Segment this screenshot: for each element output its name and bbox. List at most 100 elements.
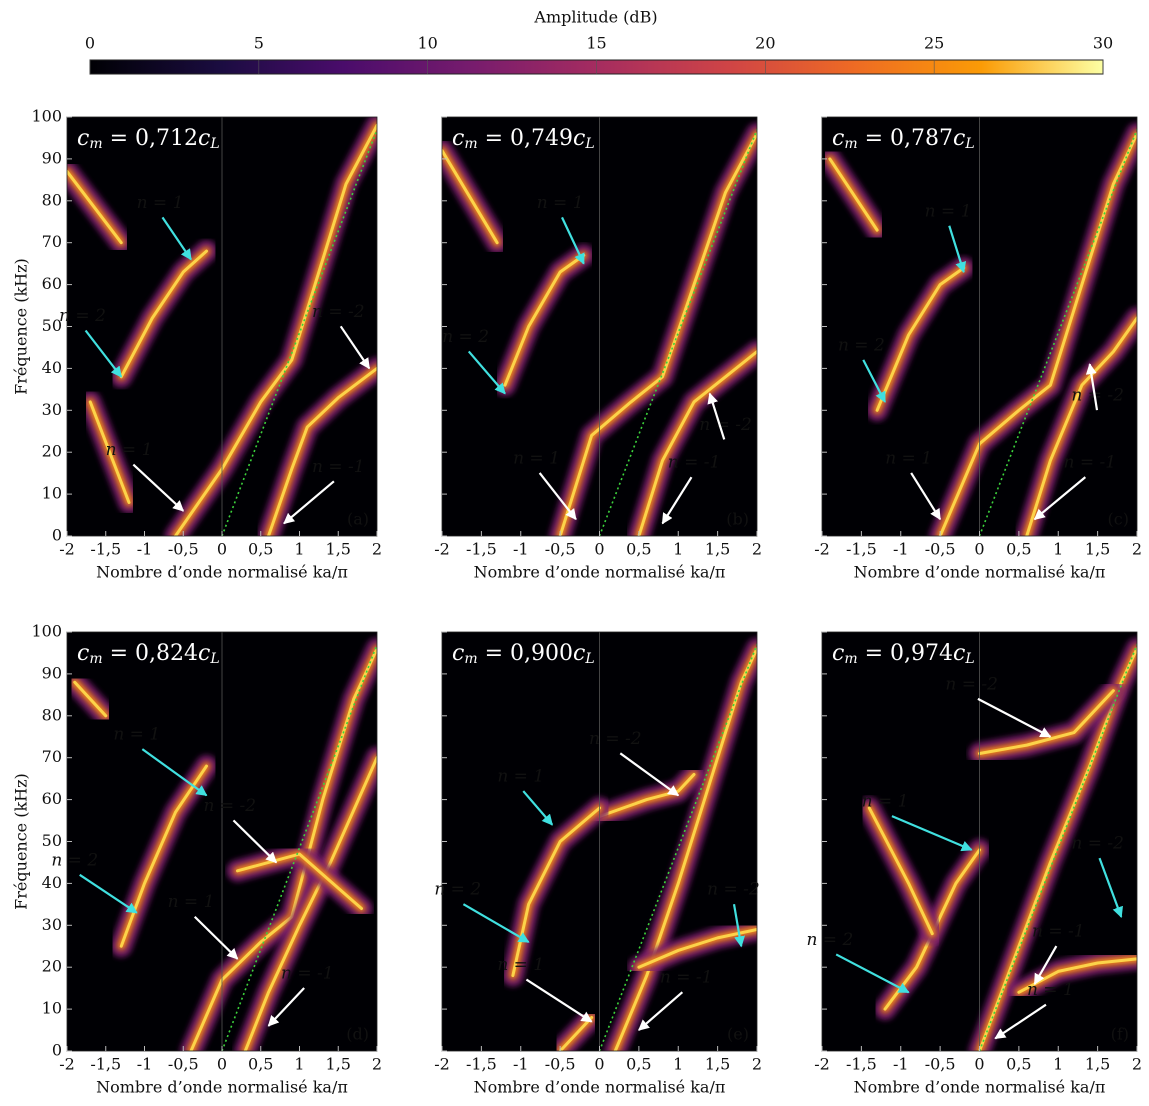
x-tick-label: -2	[434, 540, 450, 559]
x-tick-label: 0	[974, 540, 984, 559]
title-part: c	[198, 126, 210, 151]
annotation-text: n = 1	[137, 193, 184, 213]
annotation-text: n = -1	[1063, 453, 1116, 473]
title-part: c	[573, 126, 585, 151]
y-tick-label: 40	[42, 873, 62, 892]
panel: cm = 0,824cL(d)n = 1n = 2n = -2n = 1n = …	[12, 622, 383, 1097]
x-tick-label: 1,5	[705, 1055, 730, 1074]
title-part: m	[89, 651, 102, 667]
x-tick-label: -1,5	[466, 1055, 497, 1074]
ridge-core	[267, 366, 377, 536]
annotation-arrow	[525, 978, 593, 1023]
annotation-arrow	[193, 915, 239, 960]
annotation-text: n = 1	[862, 792, 909, 812]
ridge-core	[503, 253, 586, 387]
annotation-arrow	[977, 697, 1052, 738]
x-tick-label: 0	[217, 1055, 227, 1074]
x-tick-label: -1	[893, 540, 909, 559]
panel-title: cm = 0,712cL	[77, 126, 220, 152]
x-tick-label: 0,5	[626, 540, 651, 559]
title-part: = 0,787	[858, 126, 953, 151]
annotation-arrow	[1033, 945, 1058, 985]
x-tick-label: 2	[372, 1055, 382, 1074]
x-tick-label: -1	[513, 1055, 529, 1074]
annotation-text: n = 2	[434, 880, 481, 900]
title-part: L	[584, 651, 594, 667]
x-tick-label: -2	[59, 1055, 75, 1074]
annotation-text: n = -1	[660, 968, 713, 988]
annotation-arrow	[232, 819, 278, 864]
x-tick-label: 0,5	[248, 540, 273, 559]
y-tick-label: 60	[42, 789, 62, 808]
annotation-text: n = -1	[1032, 922, 1085, 942]
annotation-text: n = 1	[1027, 980, 1074, 1000]
ridge-core	[598, 772, 696, 818]
x-tick-label: 1	[294, 540, 304, 559]
title-part: = 0,974	[858, 641, 953, 666]
ridge-core	[637, 350, 757, 536]
annotation-arrow	[84, 329, 123, 378]
x-tick-label: -0,5	[925, 1055, 956, 1074]
panel-title: cm = 0,974cL	[832, 641, 975, 667]
colorbar-tick-label: 30	[1093, 34, 1113, 53]
annotation-text: n = 1	[537, 193, 584, 213]
colorbar-tick-label: 20	[755, 34, 775, 53]
title-part: m	[844, 136, 857, 152]
y-tick-label: 40	[42, 358, 62, 377]
plot-content	[67, 632, 377, 1051]
x-axis-label: Nombre d’onde normalisé ka/π	[96, 1078, 348, 1097]
title-part: c	[77, 126, 89, 151]
annotation-arrow	[522, 790, 554, 826]
annotation-arrow	[467, 350, 506, 395]
x-tick-label: 2	[372, 540, 382, 559]
y-tick-label: 10	[42, 999, 62, 1018]
annotation-text: n = 2	[838, 335, 885, 355]
title-part: L	[964, 136, 974, 152]
annotation-arrow	[619, 752, 680, 797]
x-tick-label: -0,5	[545, 1055, 576, 1074]
title-part: = 0,824	[103, 641, 198, 666]
annotation-arrow	[835, 953, 910, 994]
ridge-core	[637, 927, 757, 969]
y-tick-label: 80	[42, 190, 62, 209]
annotation-text: n = -2	[1071, 386, 1124, 406]
annotation-text: n = -2	[699, 415, 752, 435]
annotation-text: n = 1	[885, 448, 932, 468]
title-part: = 0,749	[478, 126, 573, 151]
title-part: m	[844, 651, 857, 667]
title-part: c	[573, 641, 585, 666]
x-tick-label: -1,5	[90, 540, 121, 559]
plot-content	[822, 117, 1137, 536]
annotation-arrow	[561, 216, 585, 265]
title-part: L	[209, 136, 219, 152]
x-tick-label: 1	[1053, 1055, 1063, 1074]
annotation-text: n = 1	[497, 767, 544, 787]
annotation-text: n = -2	[589, 729, 642, 749]
annotation-arrow	[339, 325, 371, 370]
plot-content	[858, 632, 1137, 1051]
x-tick-label: -0,5	[168, 1055, 199, 1074]
panel-label: (a)	[347, 510, 369, 529]
x-tick-label: -1	[893, 1055, 909, 1074]
y-tick-label: 100	[31, 107, 62, 126]
plot-content	[442, 117, 757, 536]
x-tick-label: -1,5	[846, 540, 877, 559]
ridge-core	[875, 266, 966, 412]
ridge-core	[558, 1015, 594, 1051]
y-axis-label: Fréquence (kHz)	[12, 258, 31, 395]
annotation-arrow	[79, 873, 138, 914]
annotation-text: n = 1	[168, 892, 215, 912]
title-part: c	[452, 126, 464, 151]
x-tick-label: 0	[217, 540, 227, 559]
x-tick-label: 1,5	[326, 1055, 351, 1074]
plot-content	[67, 117, 377, 536]
title-part: m	[89, 136, 102, 152]
annotation-text: n = -2	[203, 796, 256, 816]
annotation-arrow	[267, 987, 305, 1027]
title-part: L	[209, 651, 219, 667]
x-tick-label: 0,5	[248, 1055, 273, 1074]
x-tick-label: 0	[594, 1055, 604, 1074]
colorbar-tick-label: 5	[254, 34, 264, 53]
